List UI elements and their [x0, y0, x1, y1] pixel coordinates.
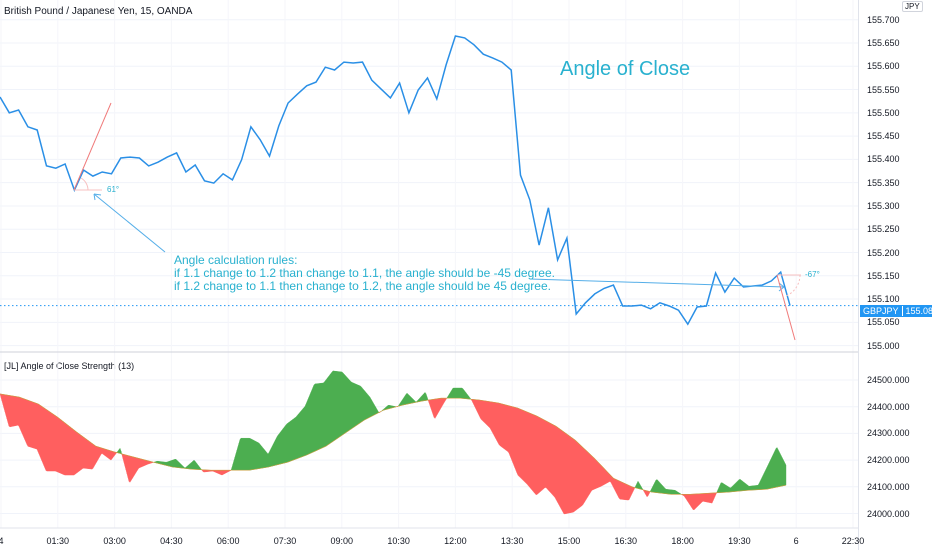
price-tick-label: 155.050	[867, 317, 900, 328]
price-tag-value: 155.086	[905, 306, 932, 316]
price-series-line	[0, 35, 791, 326]
indicator-tick-label: 24500.000	[867, 375, 910, 385]
price-tick-label: 155.650	[867, 37, 900, 48]
indicator-tick-label: 24000.000	[867, 508, 910, 519]
time-tick-label: 19:30	[728, 536, 751, 546]
price-tick-label: 155.250	[867, 224, 900, 235]
price-tag-divider	[901, 306, 903, 316]
chart-canvas[interactable]	[0, 0, 858, 550]
time-tick-label: 12:00	[444, 536, 467, 546]
price-tick-label: 155.450	[867, 131, 900, 142]
time-tick-label: 6	[793, 536, 799, 546]
callout-arrow[interactable]	[93, 193, 166, 253]
angle-label-left: 61°	[107, 185, 120, 194]
indicator-title: [JL] Angle of Close Strength (13)	[4, 361, 135, 371]
time-tick-label: 16:30	[614, 536, 638, 546]
price-axis[interactable]: 155.700 155.650 155.600 155.550 155.500 155.4…	[858, 0, 932, 550]
annotation-rules[interactable]: Angle calculation rules: if 1.1 change t…	[174, 254, 555, 293]
time-tick-label: 01:30	[46, 536, 70, 546]
time-tick-label: 13:30	[500, 536, 524, 546]
rules-line: if 1.1 change to 1.2 than change to 1.1,…	[174, 266, 555, 280]
price-tick-label: 155.200	[867, 247, 900, 258]
price-tick-label: 155.150	[867, 270, 900, 281]
arrow-head-icon	[93, 193, 102, 201]
angle-label-right: -67°	[805, 270, 820, 279]
indicator-slow-line	[0, 393, 787, 495]
rules-line: Angle calculation rules:	[174, 253, 298, 267]
price-tick-label: 155.300	[867, 200, 900, 211]
price-tick-label: 155.600	[867, 61, 900, 72]
rules-line: if 1.2 change to 1.1 then change to 1.2,…	[174, 279, 551, 293]
indicator-fill	[0, 370, 787, 515]
time-tick-label: 15:00	[557, 536, 581, 546]
last-price-tag: GBPJPY 155.086	[860, 305, 932, 317]
price-tag-symbol: GBPJPY	[863, 306, 899, 316]
price-tick-label: 155.700	[867, 14, 900, 25]
time-tick-label: 10:30	[387, 536, 410, 546]
time-tick-label: 04:30	[160, 536, 183, 546]
price-tick-label: 155.400	[867, 154, 900, 165]
price-tick-label: 155.350	[867, 177, 900, 188]
bullish-area	[116, 370, 787, 495]
trend-line[interactable]	[529, 278, 785, 288]
time-tick-label: 18:00	[671, 536, 694, 546]
time-tick-label: 22:30	[841, 536, 865, 546]
angle-ray-left[interactable]	[73, 102, 112, 191]
price-tick-label: 155.100	[867, 294, 900, 305]
time-tick-label: 06:00	[216, 536, 240, 546]
time-tick-label: 07:30	[273, 536, 297, 546]
time-tick-label: 09:00	[330, 536, 354, 546]
angle-arc-left	[80, 177, 89, 191]
price-tick-label: 155.550	[867, 84, 900, 95]
angle-ray-right[interactable]	[776, 274, 796, 341]
annotation-headline[interactable]: Angle of Close	[560, 58, 691, 80]
indicator-tick-label: 24200.000	[867, 455, 910, 466]
indicator-tick-label: 24300.000	[867, 428, 910, 439]
angle-arc-right	[785, 274, 801, 297]
currency-button[interactable]: JPY	[902, 1, 923, 12]
indicator-tick-label: 24100.000	[867, 481, 910, 492]
price-tick-label: 155.000	[867, 340, 900, 351]
time-tick-label: 4	[0, 536, 4, 546]
price-tick-label: 155.500	[867, 107, 900, 118]
time-tick-label: 03:00	[103, 536, 126, 546]
indicator-tick-label: 24400.000	[867, 401, 910, 412]
chart-title: British Pound / Japanese Yen, 15, OANDA	[4, 6, 193, 17]
